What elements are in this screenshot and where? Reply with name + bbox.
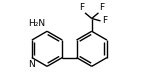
Text: F: F: [99, 3, 104, 12]
Text: F: F: [79, 3, 84, 12]
Text: H₂N: H₂N: [28, 19, 45, 28]
Text: F: F: [102, 16, 107, 25]
Text: N: N: [28, 60, 35, 69]
